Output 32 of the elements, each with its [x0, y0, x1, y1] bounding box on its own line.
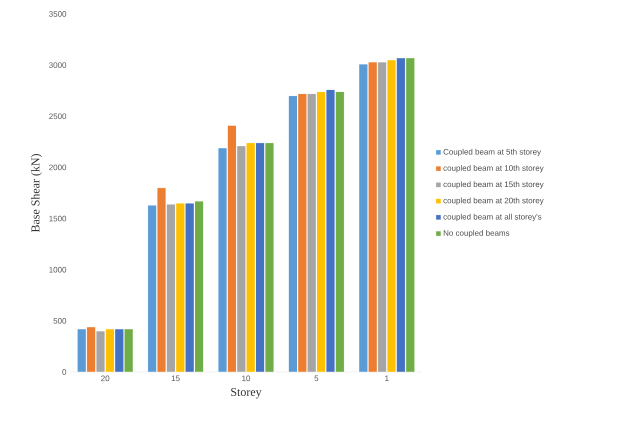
bar — [124, 328, 134, 372]
bar — [326, 89, 335, 372]
bar — [105, 328, 114, 372]
bar — [114, 328, 124, 372]
bar — [264, 142, 274, 372]
bar — [166, 204, 176, 372]
bar — [378, 62, 387, 372]
bar — [335, 92, 344, 372]
bar — [176, 203, 185, 372]
bar — [157, 188, 166, 372]
bar — [298, 94, 307, 372]
y-axis-title: Base Shear (kN) — [31, 154, 42, 232]
bar — [307, 94, 316, 372]
bar — [316, 92, 326, 372]
bar — [358, 64, 368, 372]
bar — [148, 205, 157, 372]
bar — [406, 58, 415, 372]
bar — [386, 60, 396, 372]
bar — [246, 142, 256, 372]
bar — [396, 58, 406, 372]
bar — [288, 96, 298, 372]
bar — [256, 142, 265, 372]
bar — [86, 326, 96, 372]
bar — [236, 146, 246, 372]
bar — [96, 330, 106, 372]
bar — [185, 203, 194, 372]
bar — [218, 148, 228, 372]
bar — [368, 62, 378, 372]
bar — [77, 328, 86, 372]
x-axis-title: Storey — [231, 388, 262, 398]
bar — [227, 125, 236, 372]
bar — [194, 200, 204, 372]
